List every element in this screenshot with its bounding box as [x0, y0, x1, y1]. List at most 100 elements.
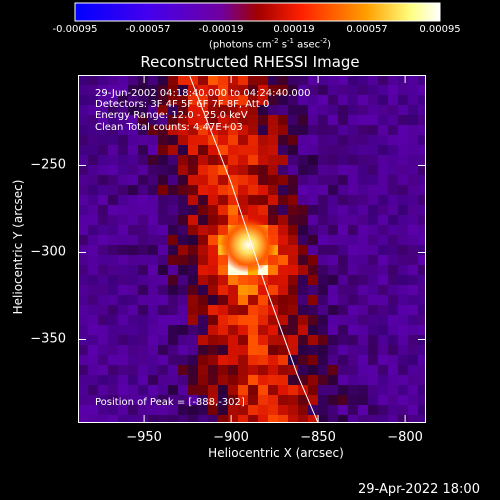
- heatmap-cell: [158, 365, 168, 375]
- heatmap-cell: [388, 155, 398, 165]
- heatmap-cell: [308, 225, 318, 235]
- heatmap-cell: [178, 85, 188, 95]
- heatmap-cell: [78, 205, 88, 215]
- heatmap-cell: [158, 235, 168, 245]
- heatmap-cell: [338, 115, 348, 125]
- heatmap-cell: [278, 365, 288, 375]
- heatmap-cell: [78, 185, 88, 195]
- heatmap-cell: [178, 155, 188, 165]
- heatmap-cell: [118, 355, 128, 365]
- heatmap-cell: [238, 285, 248, 295]
- heatmap-cell: [238, 375, 248, 385]
- heatmap-cell: [378, 335, 388, 345]
- heatmap-cell: [338, 215, 348, 225]
- heatmap-cell: [318, 145, 328, 155]
- heatmap-cell: [138, 165, 148, 175]
- peak-position-label: Position of Peak = [-888,-302]: [95, 397, 245, 408]
- heatmap-cell: [388, 205, 398, 215]
- heatmap-cell: [378, 165, 388, 175]
- colorbar-tick-label: 0.00019: [273, 24, 315, 35]
- heatmap-cell: [288, 175, 298, 185]
- heatmap-cell: [158, 415, 168, 423]
- heatmap-cell: [368, 275, 378, 285]
- heatmap-cell: [248, 185, 258, 195]
- heatmap-cell: [98, 295, 108, 305]
- heatmap-cell: [238, 355, 248, 365]
- heatmap-cell: [188, 145, 198, 155]
- heatmap-cell: [168, 105, 178, 115]
- heatmap-cell: [228, 365, 238, 375]
- heatmap-cell: [368, 95, 378, 105]
- heatmap-cell: [208, 185, 218, 195]
- heatmap-cell: [258, 365, 268, 375]
- heatmap-cell: [368, 145, 378, 155]
- heatmap-cell: [388, 335, 398, 345]
- heatmap-cell: [268, 175, 278, 185]
- heatmap-cell: [408, 165, 418, 175]
- heatmap-cell: [368, 355, 378, 365]
- heatmap-cell: [238, 205, 248, 215]
- heatmap-cell: [158, 255, 168, 265]
- heatmap-cell: [308, 85, 318, 95]
- heatmap-cell: [218, 225, 228, 235]
- heatmap-cell: [268, 75, 278, 85]
- heatmap-cell: [388, 395, 398, 405]
- heatmap-cell: [338, 235, 348, 245]
- heatmap-cell: [328, 285, 338, 295]
- heatmap-cell: [258, 415, 268, 423]
- heatmap-cell: [388, 235, 398, 245]
- heatmap-cell: [188, 185, 198, 195]
- heatmap-cell: [78, 155, 88, 165]
- heatmap-cell: [268, 95, 278, 105]
- heatmap-cell: [158, 315, 168, 325]
- heatmap-cell: [138, 255, 148, 265]
- heatmap-cell: [198, 175, 208, 185]
- heatmap-cell: [288, 295, 298, 305]
- heatmap-cell: [118, 155, 128, 165]
- heatmap-cell: [118, 145, 128, 155]
- heatmap-cell: [218, 125, 228, 135]
- heatmap-cell: [168, 355, 178, 365]
- heatmap-cell: [418, 95, 426, 105]
- heatmap-cell: [148, 405, 158, 415]
- x-tick-label: −900: [213, 430, 249, 445]
- heatmap-cell: [138, 155, 148, 165]
- heatmap-cell: [148, 335, 158, 345]
- heatmap-cell: [88, 75, 98, 85]
- heatmap-cell: [408, 95, 418, 105]
- heatmap-cell: [408, 125, 418, 135]
- heatmap-cell: [188, 345, 198, 355]
- heatmap-cell: [138, 85, 148, 95]
- heatmap-cell: [78, 195, 88, 205]
- heatmap-cell: [238, 85, 248, 95]
- heatmap-cell: [378, 315, 388, 325]
- heatmap-cell: [208, 195, 218, 205]
- footer-timestamp: 29-Apr-2022 18:00: [358, 482, 480, 497]
- heatmap-cell: [238, 395, 248, 405]
- heatmap-cell: [298, 105, 308, 115]
- heatmap-cell: [258, 125, 268, 135]
- heatmap-cell: [248, 315, 258, 325]
- heatmap-cell: [418, 115, 426, 125]
- heatmap-cell: [148, 195, 158, 205]
- y-tick-label: −350: [30, 331, 66, 347]
- heatmap-cell: [248, 95, 258, 105]
- heatmap-cell: [268, 365, 278, 375]
- heatmap-cell: [108, 105, 118, 115]
- heatmap-cell: [148, 95, 158, 105]
- heatmap-cell: [198, 345, 208, 355]
- heatmap-cell: [278, 195, 288, 205]
- heatmap-cell: [278, 175, 288, 185]
- heatmap-cell: [188, 325, 198, 335]
- heatmap-cell: [238, 315, 248, 325]
- heatmap-cell: [348, 195, 358, 205]
- heatmap-cell: [198, 115, 208, 125]
- heatmap-cell: [368, 135, 378, 145]
- heatmap-cell: [258, 95, 268, 105]
- heatmap-cell: [408, 335, 418, 345]
- heatmap-cell: [158, 325, 168, 335]
- heatmap-cell: [88, 105, 98, 115]
- heatmap-cell: [168, 335, 178, 345]
- heatmap-cell: [168, 215, 178, 225]
- heatmap-cell: [228, 85, 238, 95]
